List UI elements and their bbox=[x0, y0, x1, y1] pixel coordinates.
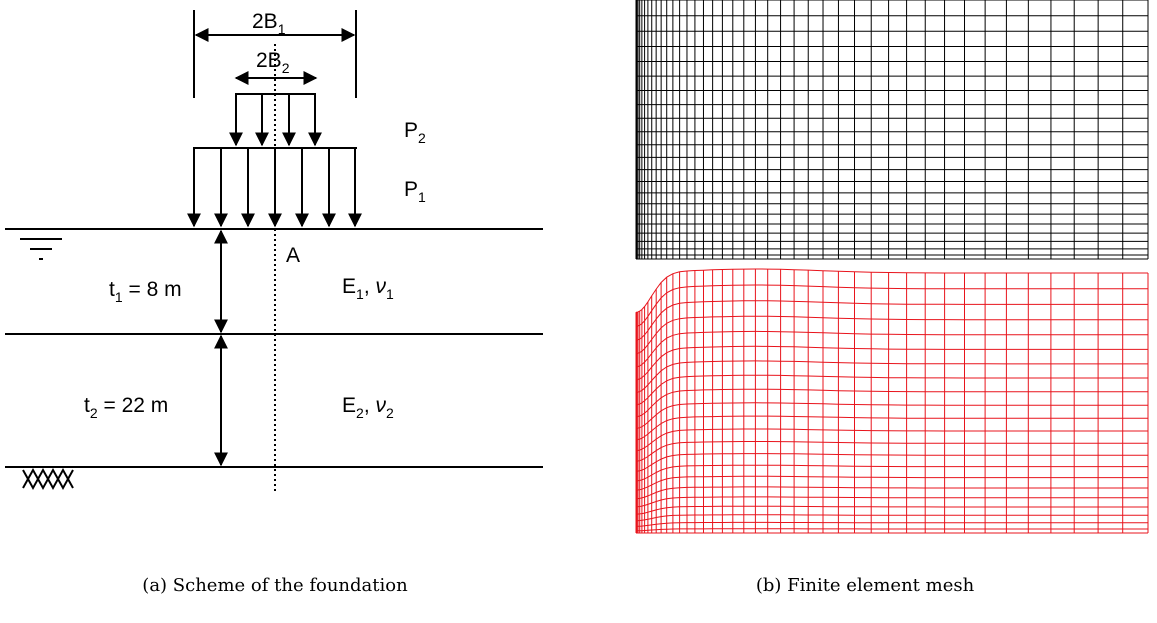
layer2-props-label: E2, ν2 bbox=[342, 394, 394, 421]
fixed-base-icon bbox=[22, 467, 74, 491]
dim-inner-label: 2B2 bbox=[256, 49, 290, 76]
load-p2-arrows bbox=[229, 94, 322, 147]
deformed-mesh bbox=[635, 268, 1149, 534]
dim-outer-label: 2B1 bbox=[252, 10, 286, 37]
caption-b: (b) Finite element mesh bbox=[756, 575, 975, 596]
layer1-thickness-label: t1 = 8 m bbox=[109, 278, 182, 305]
layer1-props-label: E1, ν1 bbox=[342, 275, 394, 302]
undeformed-mesh bbox=[635, 0, 1149, 260]
point-a-label: A bbox=[286, 244, 300, 267]
layer2-thickness-label: t2 = 22 m bbox=[84, 394, 168, 421]
caption-a: (a) Scheme of the foundation bbox=[142, 575, 408, 596]
load-p1-label: P1 bbox=[404, 178, 426, 205]
scheme-panel bbox=[5, 10, 543, 494]
water-table-icon bbox=[20, 238, 62, 260]
load-p2-label: P2 bbox=[404, 119, 426, 146]
